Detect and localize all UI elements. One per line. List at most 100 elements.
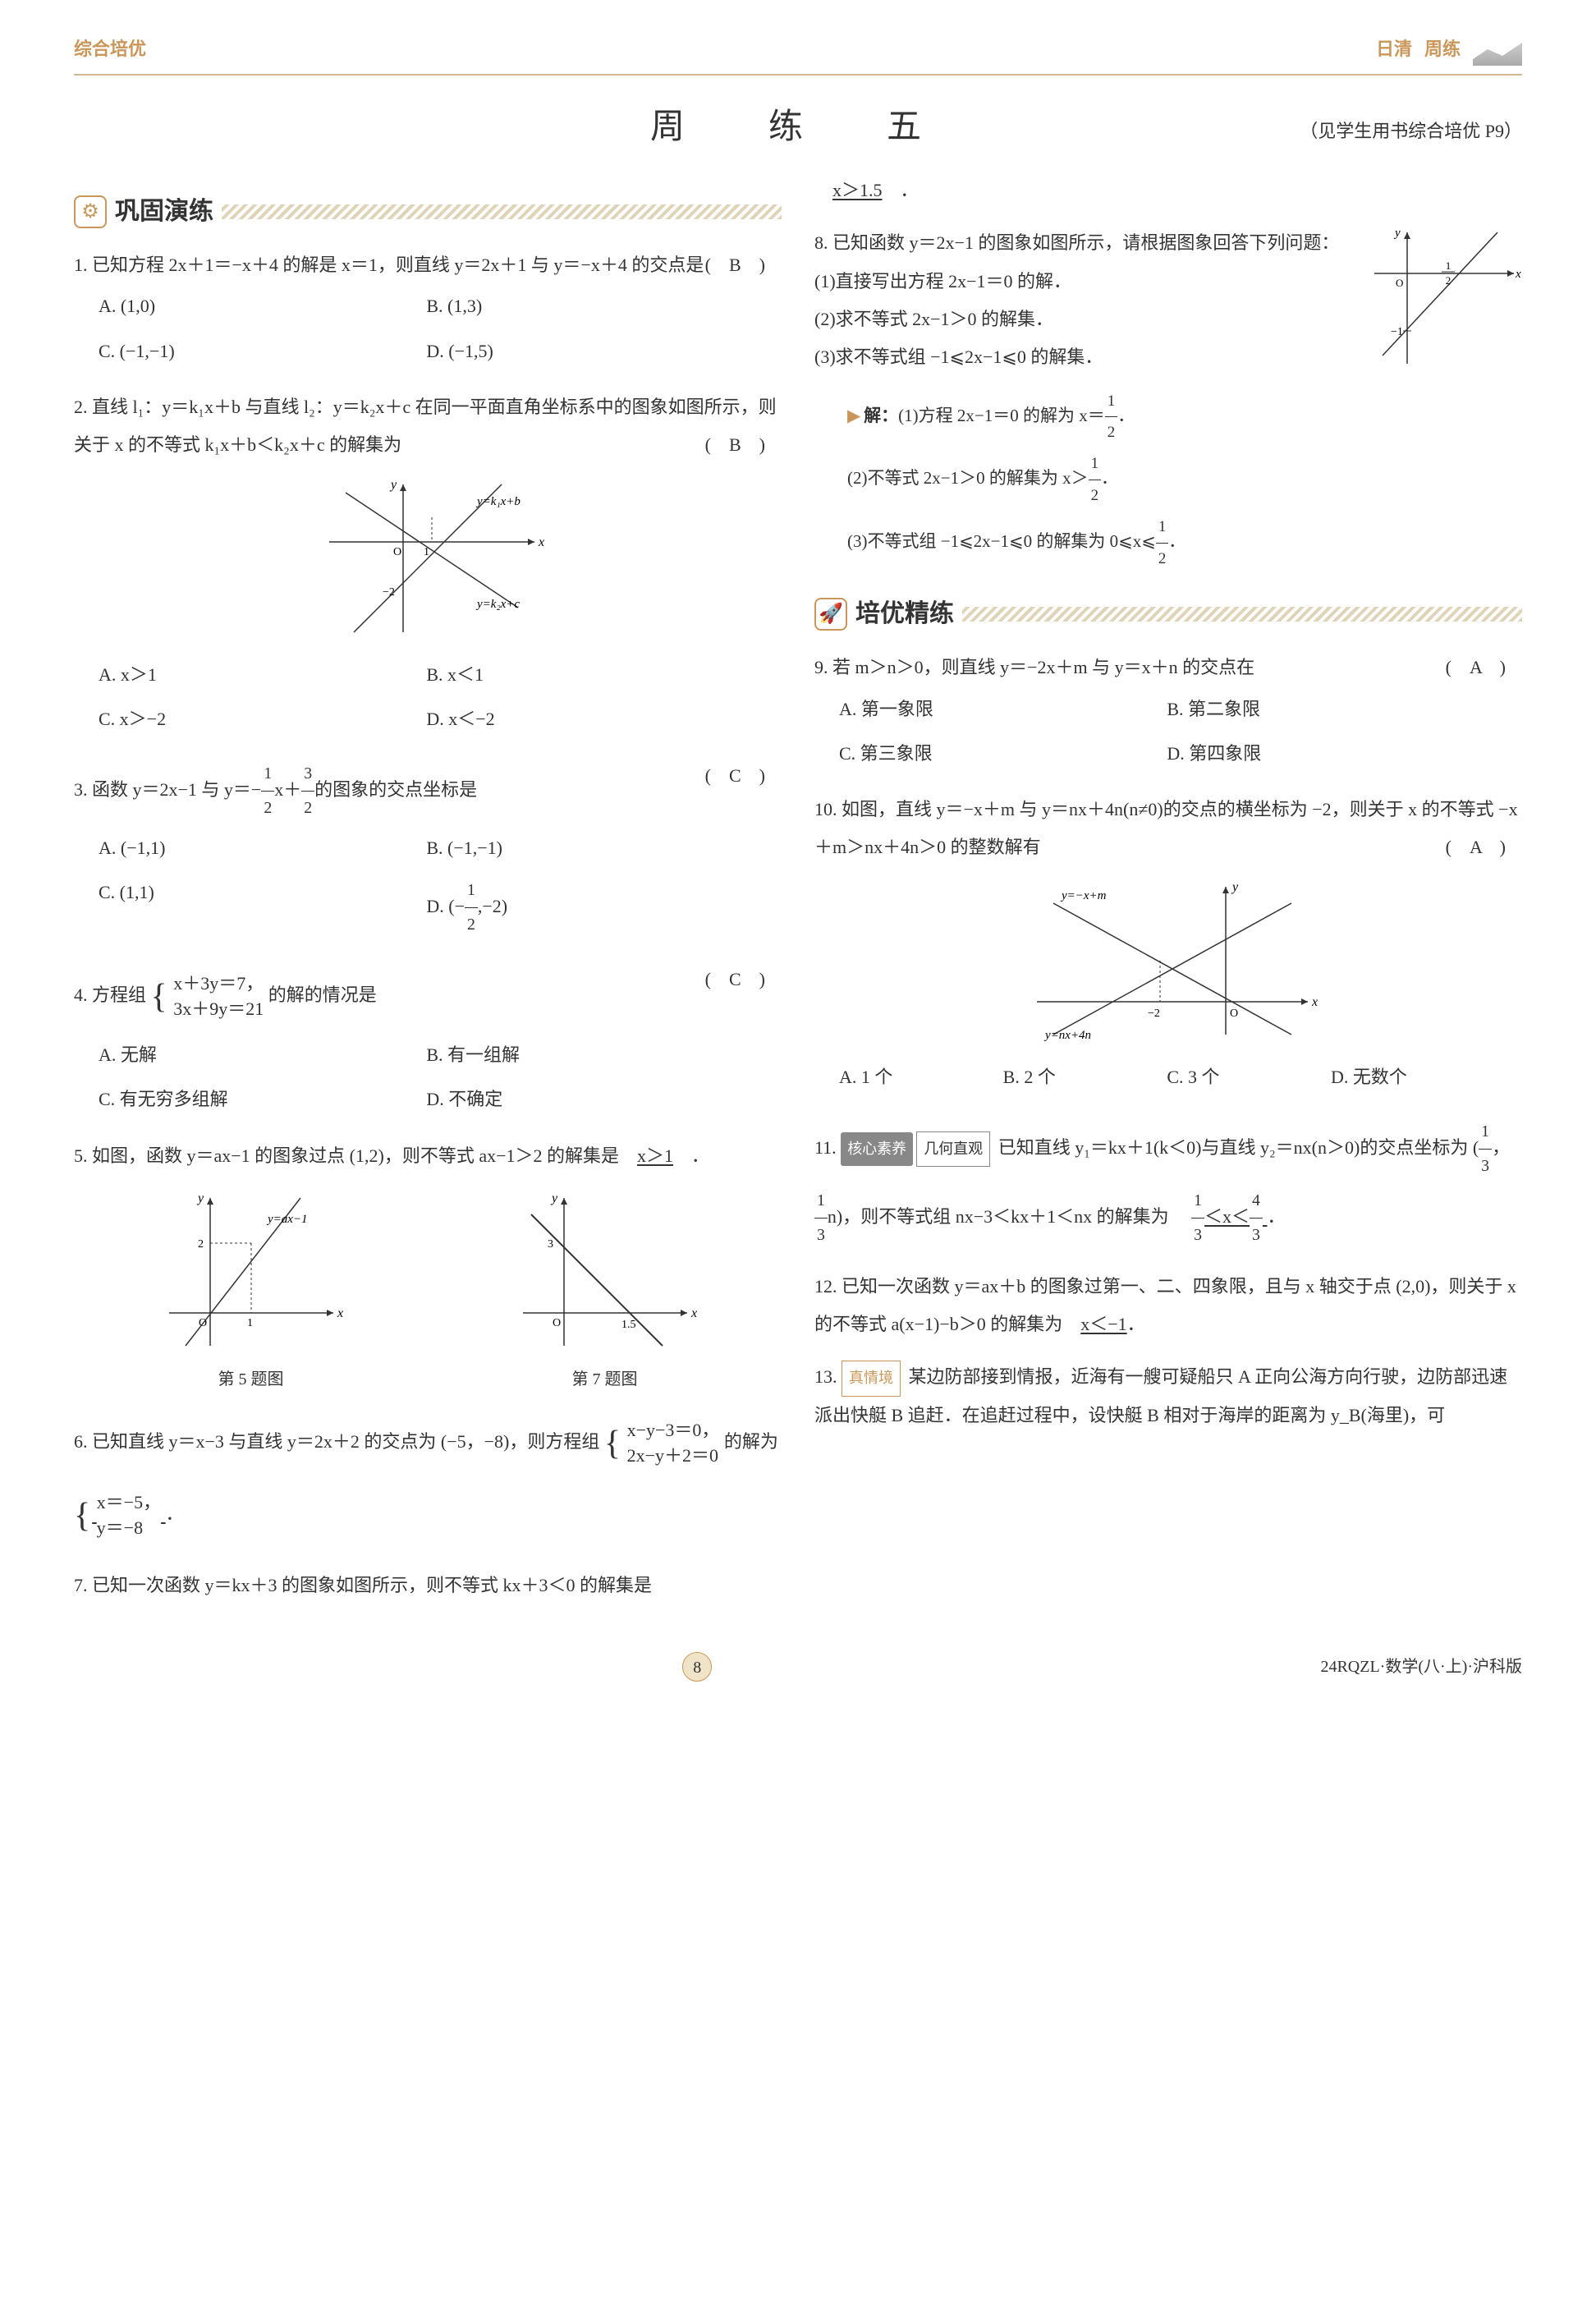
two-columns: ⚙ 巩固演练 1. 已知方程 2x＋1＝−x＋4 的解是 x＝1，则直线 y＝2… [74, 172, 1522, 1619]
q13-num: 13. [814, 1366, 842, 1387]
q5-graph: x y O 1 2 y=ax−1 [153, 1190, 350, 1354]
svg-text:O: O [1230, 1007, 1238, 1020]
q6-answer-wrap: { x＝−5， y＝−8 [74, 1503, 166, 1524]
solution-marker-icon [847, 406, 864, 425]
q11-text-4: n)，则不等式组 nx−3＜kx＋1＜nx 的解集为 [828, 1206, 1187, 1227]
q2-answer-paren: ( B ) [705, 426, 765, 464]
page-number: 8 [682, 1652, 712, 1682]
q7-cont: x＞1.5 ． [814, 172, 1522, 209]
q11-text-2: 已知直线 y₁＝kx＋1(k＜0)与直线 y₂＝nx(n＞0)的交点坐标为 ( [998, 1137, 1479, 1158]
question-7: 7. 已知一次函数 y＝kx＋3 的图象如图所示，则不等式 kx＋3＜0 的解集… [74, 1567, 782, 1604]
graphs-5-7: x y O 1 2 y=ax−1 第 5 题图 [74, 1190, 782, 1393]
svg-text:y=−x+m: y=−x+m [1060, 889, 1107, 902]
question-6: 6. 已知直线 y＝x−3 与直线 y＝2x＋2 的交点为 (−5，−8)，则方… [74, 1407, 782, 1552]
right-column: x＞1.5 ． x y O −1 1 2 [814, 172, 1522, 1619]
svg-text:x: x [1515, 268, 1521, 281]
q4-choice-b: B. 有一组解 [426, 1036, 754, 1074]
svg-text:1: 1 [1446, 259, 1452, 272]
q10-choice-b: B. 2 个 [1003, 1058, 1167, 1096]
q2-choice-a: A. x＞1 [99, 656, 426, 694]
section-1-header: ⚙ 巩固演练 [74, 192, 782, 232]
q9-choice-c: C. 第三象限 [839, 735, 1167, 773]
q4-text-1: 4. 方程组 [74, 984, 146, 1005]
svg-text:1: 1 [424, 546, 429, 558]
footer-right: 24RQZL·数学(八·上)·沪科版 [1320, 1654, 1522, 1680]
brace-icon: { [74, 1480, 90, 1552]
title-ref: （见学生用书综合培优 P9） [1300, 117, 1522, 145]
svg-text:1: 1 [247, 1317, 253, 1329]
q13-text: 某边防部接到情报，近海有一艘可疑船只 A 正向公海方向行驶，边防部迅速派出快艇 … [814, 1366, 1507, 1425]
q10-choice-c: C. 3 个 [1167, 1058, 1331, 1096]
q7-graph-wrap: x y O 3 1.5 第 7 题图 [507, 1190, 704, 1393]
q9-choice-d: D. 第四象限 [1167, 735, 1494, 773]
q5-graph-wrap: x y O 1 2 y=ax−1 第 5 题图 [153, 1190, 350, 1393]
question-11: 11. 核心素养几何直观 已知直线 y₁＝kx＋1(k＜0)与直线 y₂＝nx(… [814, 1115, 1522, 1253]
svg-text:x: x [337, 1306, 343, 1320]
q11-answer: 13＜x＜43 [1191, 1206, 1267, 1227]
q3-choice-c: C. (1,1) [99, 874, 426, 943]
svg-text:2: 2 [198, 1238, 204, 1251]
brace-icon: { [604, 1407, 621, 1480]
title-row: 周 练 五 （见学生用书综合培优 P9） [74, 100, 1522, 155]
q6-system: x−y−3＝0， 2x−y＋2＝0 [627, 1418, 720, 1469]
question-13: 13. 真情境 某边防部接到情报，近海有一艘可疑船只 A 正向公海方向行驶，边防… [814, 1358, 1522, 1434]
page-footer: 8 24RQZL·数学(八·上)·沪科版 [74, 1652, 1522, 1682]
q3-text-2: x＋ [274, 779, 301, 800]
header-right: 日清 周练 [1376, 33, 1522, 66]
svg-text:3: 3 [548, 1238, 553, 1251]
q2-choice-b: B. x＜1 [426, 656, 754, 694]
q2-text: 2. 直线 l₁：y＝k₁x＋b 与直线 l₂：y＝k₂x＋c 在同一平面直角坐… [74, 397, 777, 455]
svg-text:y: y [1393, 227, 1401, 240]
svg-text:x: x [690, 1306, 697, 1320]
q1-choice-d: D. (−1,5) [426, 333, 754, 370]
q10-choice-d: D. 无数个 [1331, 1058, 1495, 1096]
q8-p2: (2)求不等式 2x−1＞0 的解集． [814, 309, 1053, 329]
svg-text:O: O [393, 546, 401, 558]
q4-choices: A. 无解 B. 有一组解 C. 有无穷多组解 D. 不确定 [99, 1033, 782, 1122]
page-header: 综合培优 日清 周练 [74, 33, 1522, 76]
question-4: 4. 方程组 { x＋3y＝7， 3x＋9y＝21 的解的情况是 ( C ) A… [74, 961, 782, 1122]
svg-text:y: y [1231, 880, 1239, 894]
q10-choices: A. 1 个 B. 2 个 C. 3 个 D. 无数个 [839, 1055, 1522, 1099]
q6-text-2: 的解为 [724, 1431, 778, 1452]
q9-choices: A. 第一象限 B. 第二象限 C. 第三象限 D. 第四象限 [839, 687, 1522, 776]
q9-choice-a: A. 第一象限 [839, 691, 1167, 728]
brace-icon: { [151, 961, 167, 1033]
q3-text-1: 3. 函数 y＝2x−1 与 y＝− [74, 779, 261, 800]
q9-text: 9. 若 m＞n＞0，则直线 y＝−2x＋m 与 y＝x＋n 的交点在 [814, 657, 1254, 677]
q4-answer: C [729, 969, 741, 989]
q1-answer-paren: ( B ) [705, 246, 765, 284]
q7-text: 7. 已知一次函数 y＝kx＋3 的图象如图所示，则不等式 kx＋3＜0 的解集… [74, 1575, 670, 1595]
svg-text:O: O [1396, 277, 1403, 289]
q12-text: 12. 已知一次函数 y＝ax＋b 的图象过第一、二、四象限，且与 x 轴交于点… [814, 1276, 1516, 1334]
q2-choice-d: D. x＜−2 [426, 700, 754, 738]
q10-answer: A [1470, 837, 1482, 857]
q1-choice-a: A. (1,0) [99, 287, 426, 325]
q4-answer-paren: ( C ) [705, 961, 765, 998]
svg-text:y: y [550, 1191, 558, 1205]
q7-answer: x＞1.5 [832, 180, 883, 200]
svg-text:y=k₁x+b: y=k₁x+b [475, 495, 521, 508]
q3-text-3: 的图象的交点坐标是 [314, 779, 477, 800]
books-icon [1473, 33, 1522, 66]
left-column: ⚙ 巩固演练 1. 已知方程 2x＋1＝−x＋4 的解是 x＝1，则直线 y＝2… [74, 172, 782, 1619]
section-stripe [222, 204, 782, 219]
svg-text:y=ax−1: y=ax−1 [266, 1213, 308, 1226]
svg-text:2: 2 [1446, 274, 1452, 287]
q3-choice-d: D. (−12,−2) [426, 874, 754, 943]
q9-answer-paren: ( A ) [1446, 649, 1506, 686]
question-12: 12. 已知一次函数 y＝ax＋b 的图象过第一、二、四象限，且与 x 轴交于点… [814, 1268, 1522, 1343]
sol-label: 解： [864, 406, 898, 425]
question-1: 1. 已知方程 2x＋1＝−x＋4 的解是 x＝1，则直线 y＝2x＋1 与 y… [74, 246, 782, 374]
page-title: 周 练 五 [650, 100, 946, 155]
badge-real: 真情境 [842, 1361, 901, 1397]
svg-text:1.5: 1.5 [621, 1319, 636, 1331]
section-1-title: 巩固演练 [115, 192, 213, 232]
q3-choice-b: B. (−1,−1) [426, 829, 754, 867]
svg-text:−1: −1 [1391, 326, 1403, 338]
q10-graph: x y O −2 y=−x+m y=nx+4n [814, 879, 1522, 1043]
q6-ans-system: x＝−5， y＝−8 [97, 1490, 161, 1541]
svg-text:y=nx+4n: y=nx+4n [1043, 1029, 1091, 1042]
q4-choice-a: A. 无解 [99, 1036, 426, 1074]
q11-num: 11. [814, 1137, 841, 1158]
